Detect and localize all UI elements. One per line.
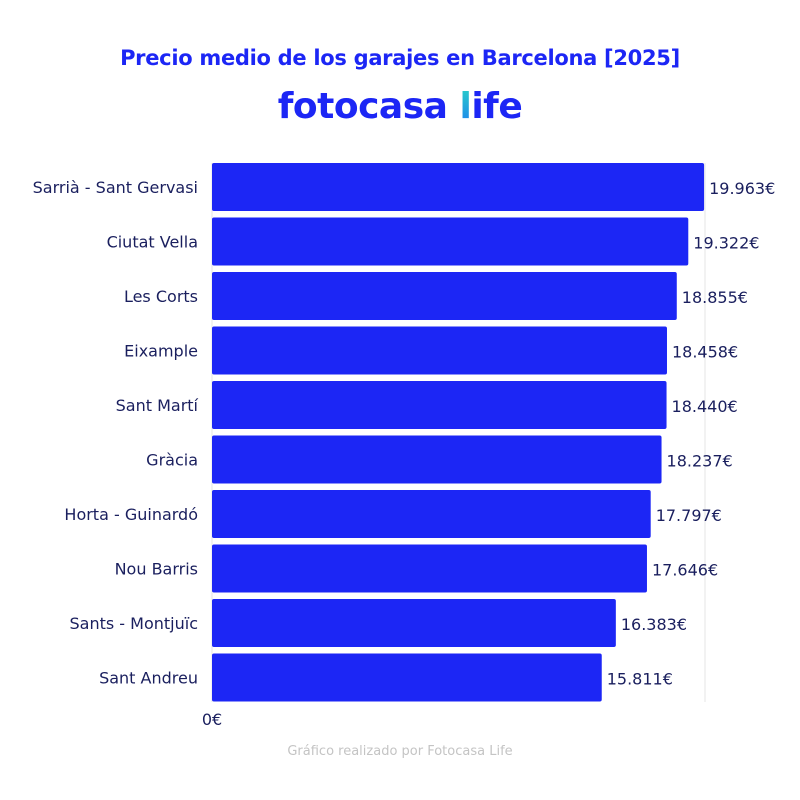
data-label: 16.383€ bbox=[621, 615, 687, 634]
fotocasa-life-logo: fotocasa life bbox=[277, 86, 523, 127]
bar bbox=[212, 217, 689, 266]
category-label: Ciutat Vella bbox=[107, 233, 198, 252]
chart-footer: Gráfico realizado por Fotocasa Life bbox=[287, 744, 513, 759]
category-label: Sant Andreu bbox=[99, 669, 198, 688]
bar bbox=[212, 653, 602, 702]
data-label: 15.811€ bbox=[607, 670, 673, 689]
bar-chart: Sarrià - Sant Gervasi 19.963€ Ciutat Vella… bbox=[33, 163, 775, 729]
chart-title: Precio medio de los garajes en Barcelona… bbox=[120, 46, 680, 70]
category-label: Horta - Guinardó bbox=[64, 505, 198, 524]
category-label: Sarrià - Sant Gervasi bbox=[33, 178, 198, 197]
category-label: Nou Barris bbox=[115, 560, 198, 579]
data-label: 19.322€ bbox=[693, 234, 759, 253]
bar bbox=[212, 599, 616, 647]
bar bbox=[212, 272, 677, 320]
data-label: 17.646€ bbox=[652, 561, 718, 580]
bar bbox=[212, 544, 647, 593]
category-label: Gràcia bbox=[146, 451, 198, 470]
category-label: Eixample bbox=[124, 342, 198, 361]
bar bbox=[212, 326, 667, 375]
category-label: Les Corts bbox=[124, 287, 198, 306]
data-label: 18.458€ bbox=[672, 343, 738, 362]
bar bbox=[212, 381, 667, 429]
data-label: 18.237€ bbox=[667, 452, 733, 471]
x-tick-label: 0€ bbox=[202, 710, 222, 729]
bar bbox=[212, 435, 662, 484]
data-label: 19.963€ bbox=[709, 179, 775, 198]
data-label: 18.855€ bbox=[682, 288, 748, 307]
bar bbox=[212, 163, 705, 211]
bar bbox=[212, 490, 651, 538]
data-label: 17.797€ bbox=[656, 506, 722, 525]
data-label: 18.440€ bbox=[672, 397, 738, 416]
category-label: Sants - Montjuïc bbox=[70, 614, 199, 633]
category-label: Sant Martí bbox=[116, 396, 199, 415]
